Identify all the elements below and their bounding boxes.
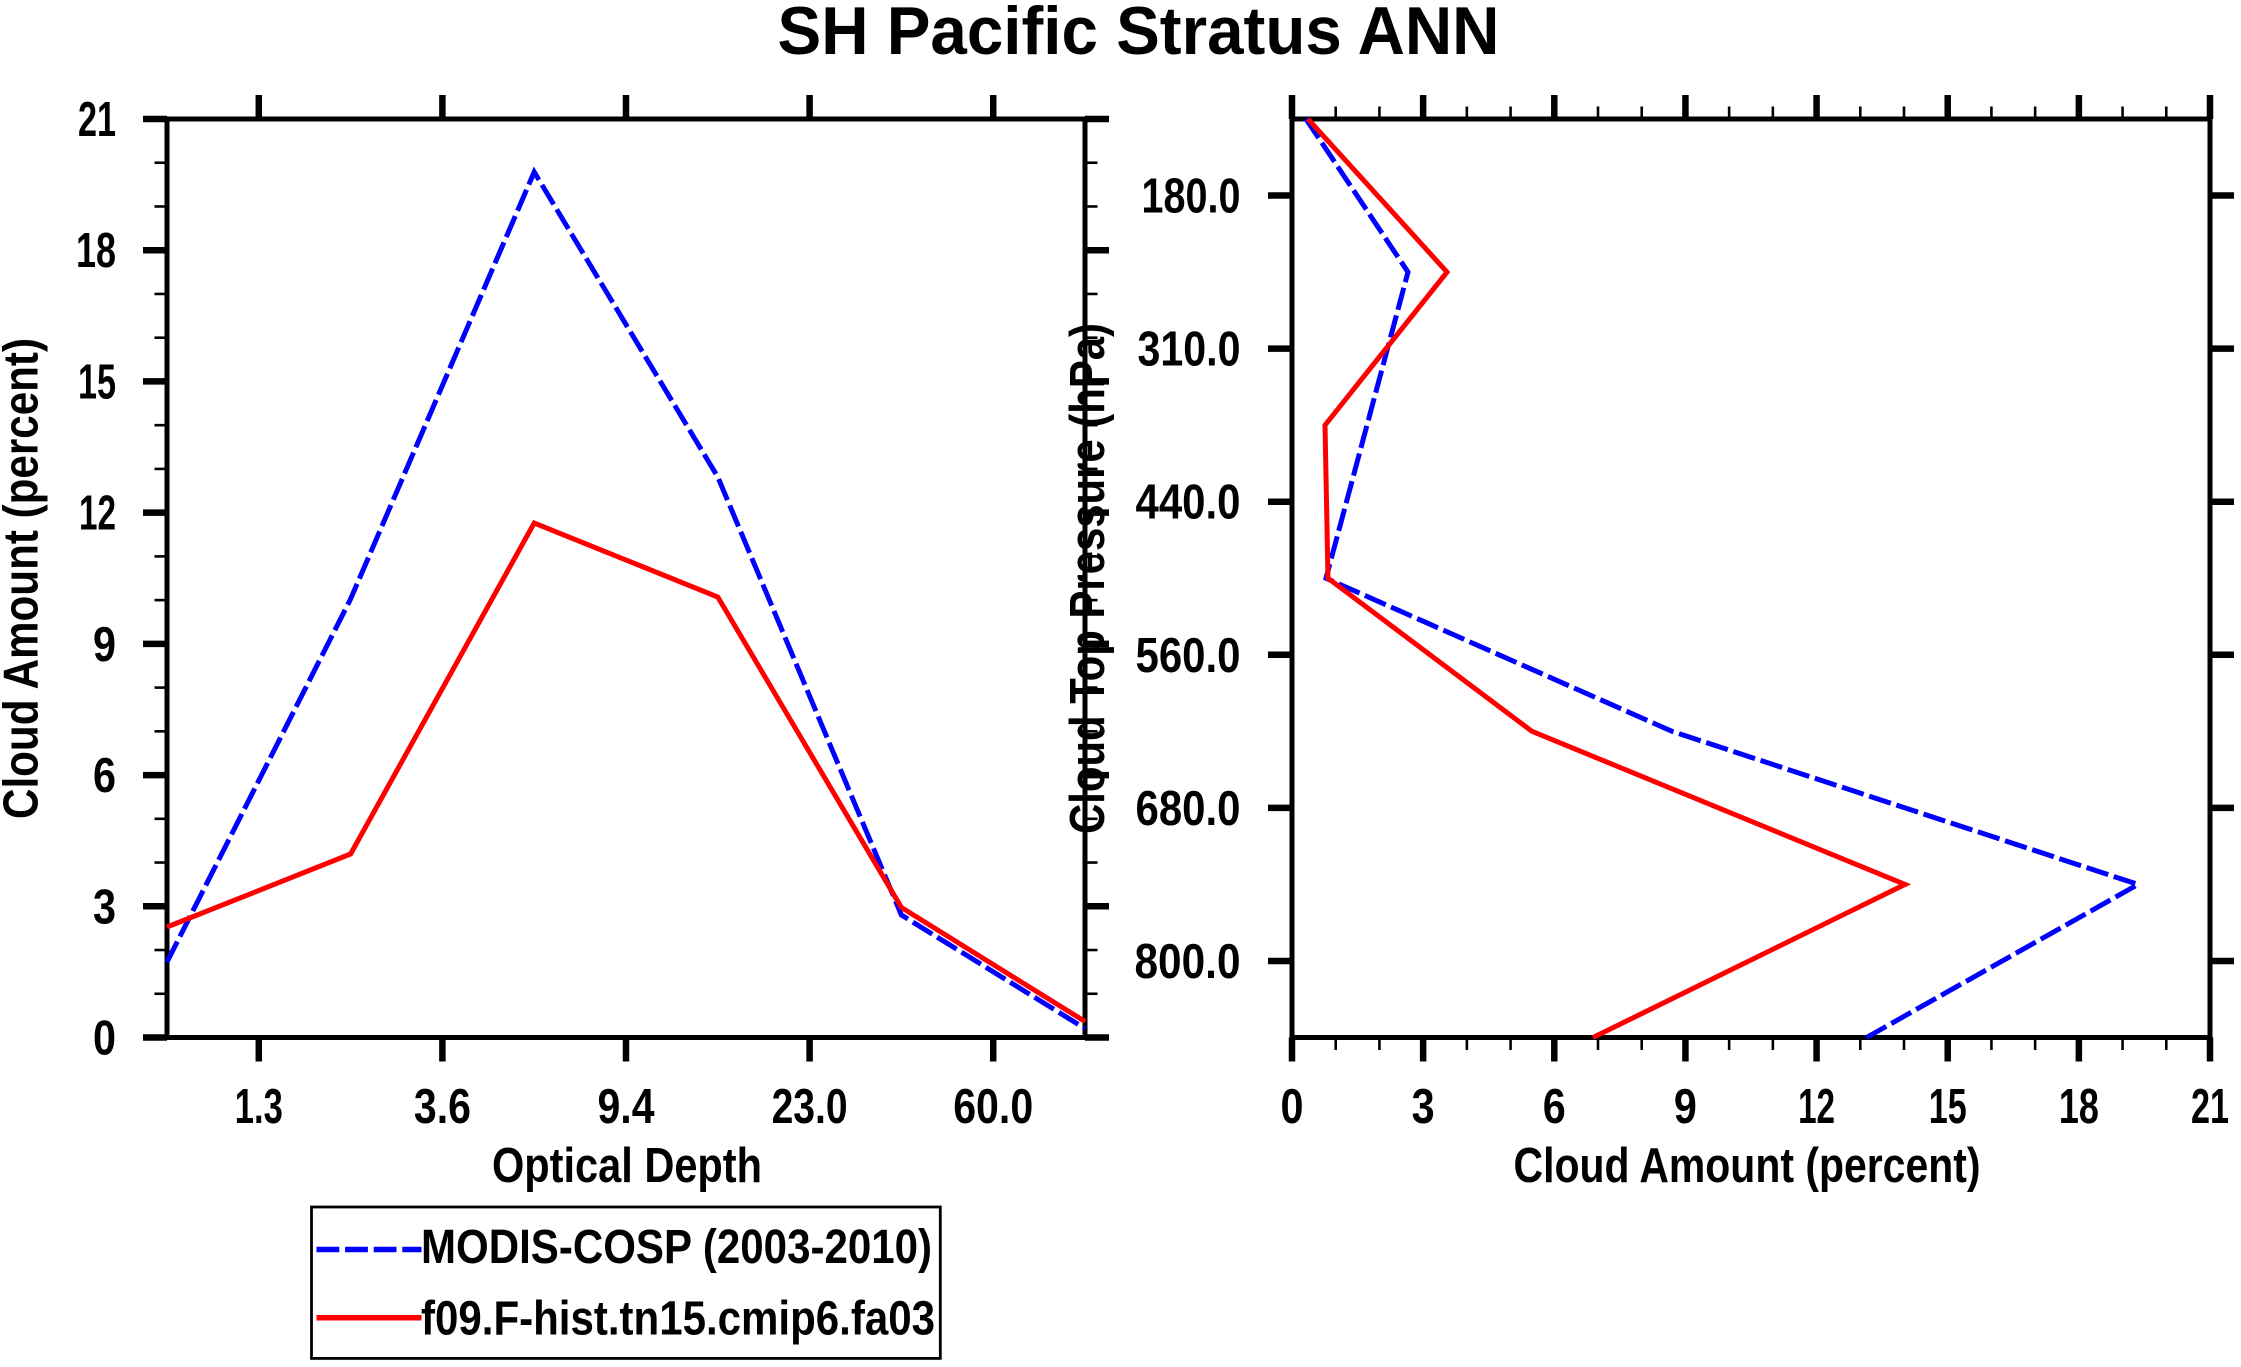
svg-text:9: 9 — [93, 618, 116, 672]
svg-text:Cloud Top Pressure (hPa): Cloud Top Pressure (hPa) — [1061, 323, 1115, 834]
svg-text:0: 0 — [93, 1012, 116, 1066]
svg-text:18: 18 — [76, 224, 116, 278]
svg-text:60.0: 60.0 — [953, 1080, 1033, 1134]
svg-text:21: 21 — [78, 93, 116, 147]
svg-text:1.3: 1.3 — [235, 1080, 283, 1134]
svg-text:800.0: 800.0 — [1135, 935, 1241, 989]
svg-text:21: 21 — [2191, 1080, 2229, 1134]
svg-text:3.6: 3.6 — [414, 1080, 471, 1134]
svg-text:560.0: 560.0 — [1136, 629, 1241, 683]
svg-text:23.0: 23.0 — [772, 1080, 848, 1134]
svg-text:180.0: 180.0 — [1142, 170, 1241, 224]
svg-text:3: 3 — [1412, 1080, 1435, 1134]
svg-text:440.0: 440.0 — [1136, 476, 1241, 530]
svg-text:3: 3 — [93, 880, 116, 934]
svg-text:9.4: 9.4 — [598, 1080, 655, 1134]
svg-text:f09.F-hist.tn15.cmip6.fa03: f09.F-hist.tn15.cmip6.fa03 — [421, 1292, 935, 1345]
svg-text:12: 12 — [79, 487, 116, 541]
svg-text:6: 6 — [1543, 1080, 1566, 1134]
svg-text:MODIS-COSP (2003-2010): MODIS-COSP (2003-2010) — [421, 1221, 932, 1274]
svg-text:Optical Depth: Optical Depth — [492, 1139, 762, 1193]
svg-text:0: 0 — [1281, 1080, 1304, 1134]
svg-text:15: 15 — [1929, 1080, 1967, 1134]
svg-text:680.0: 680.0 — [1136, 782, 1241, 836]
svg-text:310.0: 310.0 — [1138, 323, 1241, 377]
svg-text:12: 12 — [1798, 1080, 1835, 1134]
svg-text:Cloud Amount (percent): Cloud Amount (percent) — [1514, 1139, 1981, 1193]
svg-text:6: 6 — [93, 749, 116, 803]
svg-text:SH Pacific Stratus ANN: SH Pacific Stratus ANN — [778, 0, 1500, 69]
svg-text:18: 18 — [2059, 1080, 2099, 1134]
svg-text:Cloud Amount (percent): Cloud Amount (percent) — [0, 338, 49, 819]
svg-text:9: 9 — [1674, 1080, 1697, 1134]
svg-text:15: 15 — [78, 355, 116, 409]
